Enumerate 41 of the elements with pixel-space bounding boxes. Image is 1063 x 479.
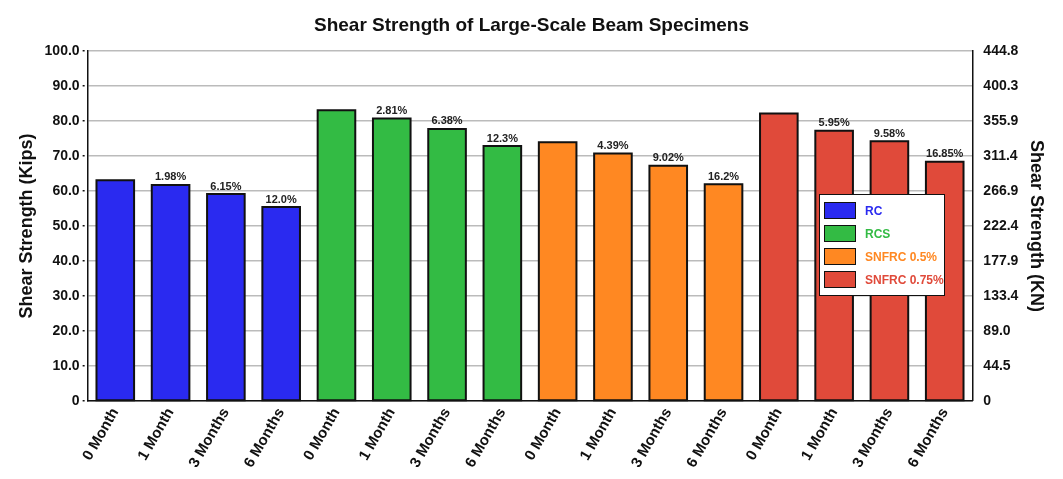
y-tick-label: 0	[71, 391, 80, 408]
y2-tick-label: 133.4	[983, 286, 1019, 303]
y-tick-label: 40.0	[52, 251, 80, 268]
annotation: 16.85%	[926, 147, 964, 160]
legend-label: SNFRC 0.5%	[865, 249, 938, 264]
y-axis-title: Shear Strength (Kips)	[15, 133, 36, 319]
y2-tick-label: 355.9	[983, 111, 1019, 128]
y-tick-label: 80.0	[52, 111, 80, 128]
y2-tick-label: 222.4	[983, 216, 1019, 233]
chart-title: Shear Strength of Large-Scale Beam Specimens	[313, 13, 750, 35]
annotation: 6.38%	[431, 114, 463, 127]
y2-tick-label: 0	[983, 391, 992, 408]
annotation: 2.81%	[376, 103, 408, 116]
y-tick-label: 100.0	[44, 41, 80, 58]
legend-label: RCS	[865, 226, 891, 241]
y-tick-label: 70.0	[52, 146, 80, 163]
y-tick-label: 10.0	[52, 356, 80, 373]
annotation: 12.3%	[486, 131, 519, 144]
annotation: 1.98%	[154, 170, 187, 183]
y-tick-label: 50.0	[52, 216, 80, 233]
annotation: 9.58%	[873, 126, 906, 139]
annotation: 6.15%	[210, 179, 242, 192]
y-tick-label: 90.0	[52, 76, 80, 93]
y-tick-label: 20.0	[52, 321, 80, 338]
y-tick-label: 30.0	[52, 286, 80, 303]
legend-label: SNFRC 0.75%	[865, 272, 944, 287]
annotation: 12.0%	[265, 192, 297, 205]
y2-tick-label: 400.3	[983, 76, 1019, 93]
annotation: 16.2%	[707, 169, 740, 182]
legend-label: RC	[865, 203, 883, 218]
y2-tick-label: 177.9	[983, 251, 1019, 268]
y2-tick-label: 266.9	[983, 181, 1019, 198]
y2-tick-label: 89.0	[983, 321, 1011, 338]
annotation: 9.02%	[652, 151, 685, 164]
annotation: 5.95%	[818, 116, 850, 129]
y2-axis-title: Shear Strength (KN)	[1027, 139, 1048, 312]
y-tick-label: 60.0	[52, 181, 80, 198]
y2-tick-label: 311.4	[983, 146, 1018, 163]
y2-tick-label: 444.8	[983, 41, 1019, 58]
annotation: 4.39%	[597, 138, 629, 151]
y2-tick-label: 44.5	[983, 356, 1011, 373]
